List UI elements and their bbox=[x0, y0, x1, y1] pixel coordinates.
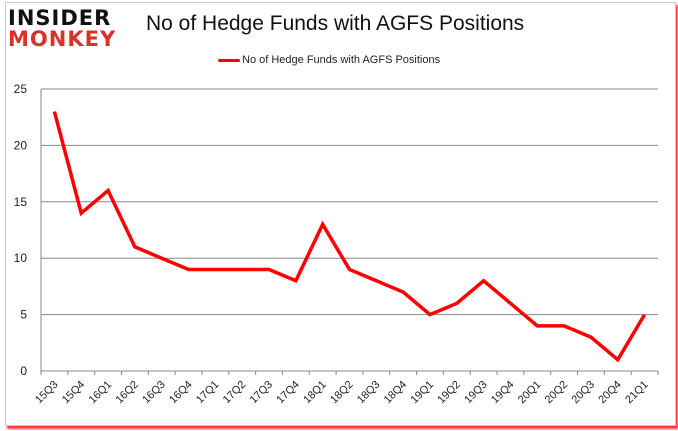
x-tick-label: 20Q3 bbox=[570, 379, 598, 407]
x-tick-label: 17Q2 bbox=[221, 379, 249, 407]
x-tick-label: 19Q4 bbox=[489, 379, 517, 407]
x-tick-label: 15Q3 bbox=[33, 379, 61, 407]
x-tick-label: 19Q1 bbox=[409, 379, 437, 407]
x-tick-label: 19Q2 bbox=[435, 379, 463, 407]
x-tick-label: 20Q1 bbox=[516, 379, 544, 407]
x-tick-label: 18Q1 bbox=[301, 379, 329, 407]
legend-line-swatch-icon bbox=[218, 58, 240, 62]
x-tick-label: 16Q3 bbox=[140, 379, 168, 407]
x-tick-label: 17Q1 bbox=[194, 379, 222, 407]
chart-frame bbox=[5, 2, 676, 426]
x-tick-label: 15Q4 bbox=[60, 379, 88, 407]
x-tick-label: 17Q3 bbox=[248, 379, 276, 407]
x-tick-label: 16Q4 bbox=[167, 379, 195, 407]
legend-label: No of Hedge Funds with AGFS Positions bbox=[242, 54, 441, 66]
x-tick-label: 18Q2 bbox=[328, 379, 356, 407]
y-tick-label: 15 bbox=[14, 195, 28, 209]
y-tick-label: 20 bbox=[14, 138, 28, 152]
logo-line-2: MONKEY bbox=[8, 27, 117, 51]
x-tick-label: 21Q1 bbox=[623, 379, 651, 407]
x-tick-label: 16Q2 bbox=[113, 379, 141, 407]
x-tick-label: 17Q4 bbox=[274, 379, 302, 407]
logo-line-1: INSIDER bbox=[8, 6, 112, 30]
x-tick-label: 19Q3 bbox=[462, 379, 490, 407]
x-tick-label: 20Q2 bbox=[543, 379, 571, 407]
y-tick-label: 0 bbox=[20, 364, 27, 378]
chart-title: No of Hedge Funds with AGFS Positions bbox=[146, 12, 525, 35]
x-tick-label: 16Q1 bbox=[87, 379, 115, 407]
y-tick-label: 5 bbox=[20, 308, 27, 322]
x-tick-label: 18Q3 bbox=[355, 379, 383, 407]
x-tick-label: 18Q4 bbox=[382, 379, 410, 407]
insider-monkey-logo: INSIDER MONKEY bbox=[8, 8, 116, 50]
x-tick-label: 20Q4 bbox=[596, 379, 624, 407]
series-line bbox=[52, 111, 647, 363]
y-tick-label: 25 bbox=[14, 82, 28, 96]
y-tick-label: 10 bbox=[14, 251, 28, 265]
legend: No of Hedge Funds with AGFS Positions bbox=[218, 54, 440, 66]
